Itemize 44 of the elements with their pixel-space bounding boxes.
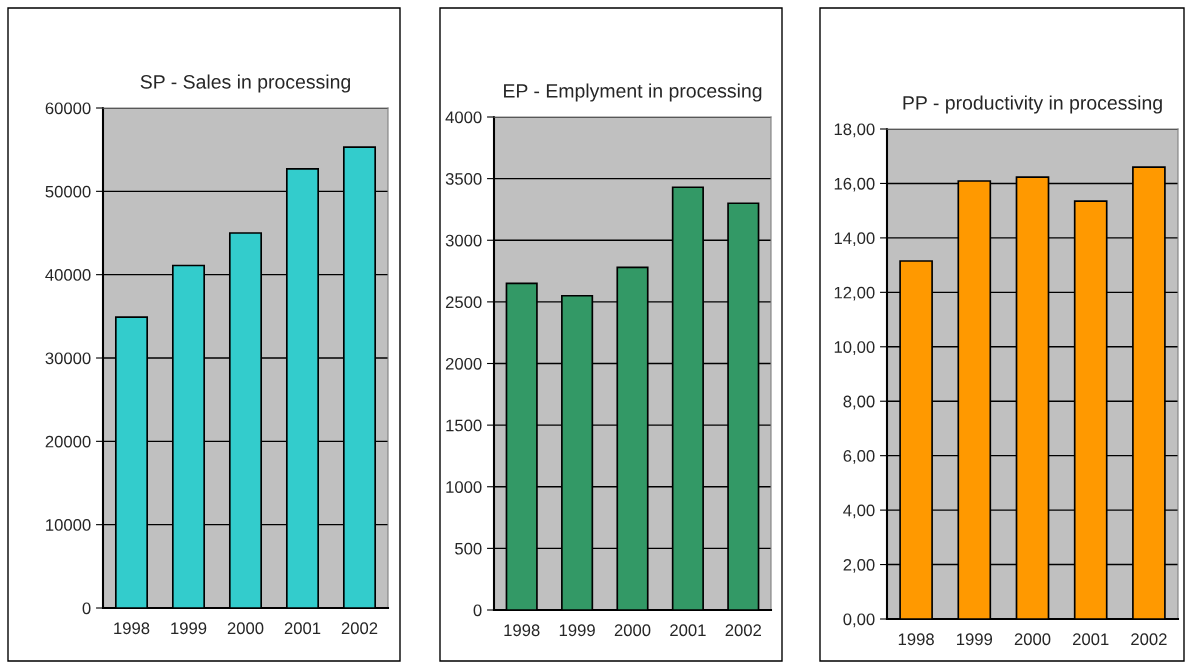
x-tick-label: 1999: [957, 633, 993, 646]
x-tick-label: 2002: [341, 622, 378, 635]
x-tick-label: 1998: [898, 633, 934, 646]
y-tick-label: 16,00: [834, 177, 875, 192]
y-tick-label: 10000: [46, 519, 91, 531]
y-tick-label: 2,00: [843, 558, 875, 573]
x-tick-label: 2000: [227, 622, 264, 635]
x-tick-label: 2001: [1073, 633, 1109, 646]
y-tick-label: 2500: [445, 296, 482, 309]
y-tick-label: 1500: [446, 419, 482, 432]
x-tick-label: 1999: [171, 622, 207, 635]
y-tick-label: 8,00: [843, 395, 875, 410]
y-tick-label: 0,00: [843, 613, 875, 628]
x-tick-label: 2001: [284, 622, 321, 635]
y-tick-label: 3500: [445, 173, 482, 185]
y-tick-label: 30000: [45, 352, 91, 365]
x-tick-label: 1999: [559, 624, 595, 637]
y-tick-label: 40000: [45, 269, 91, 281]
y-tick-label: 10,00: [834, 341, 875, 355]
x-tick-label: 2002: [1131, 633, 1167, 646]
x-tick-label: 2000: [614, 624, 651, 637]
x-tick-label: 2001: [670, 624, 706, 637]
y-tick-label: 4,00: [843, 504, 875, 519]
y-tick-label: 14,00: [834, 232, 875, 247]
chart-title: EP - Emplyment in processing: [504, 83, 762, 102]
y-tick-label: 4000: [445, 111, 482, 124]
y-tick-label: 18,00: [834, 123, 875, 138]
y-tick-label: 2000: [445, 357, 482, 370]
y-tick-label: 0: [82, 602, 91, 615]
chart-title: SP - Sales in processing: [140, 74, 350, 93]
x-tick-label: 1998: [114, 622, 150, 635]
y-tick-label: 0: [473, 604, 482, 617]
x-tick-label: 2000: [1014, 633, 1051, 646]
x-tick-label: 1998: [504, 624, 540, 637]
chart-title: PP - productivity in processing: [903, 95, 1162, 114]
y-tick-label: 3000: [445, 234, 482, 247]
y-tick-label: 20000: [45, 435, 91, 448]
y-tick-label: 12,00: [834, 286, 875, 301]
x-tick-label: 2002: [725, 624, 761, 637]
y-tick-label: 1000: [446, 481, 482, 493]
y-tick-label: 60000: [45, 102, 91, 115]
y-tick-label: 6,00: [843, 450, 875, 464]
y-tick-label: 50000: [45, 185, 91, 198]
y-tick-label: 500: [455, 542, 482, 555]
